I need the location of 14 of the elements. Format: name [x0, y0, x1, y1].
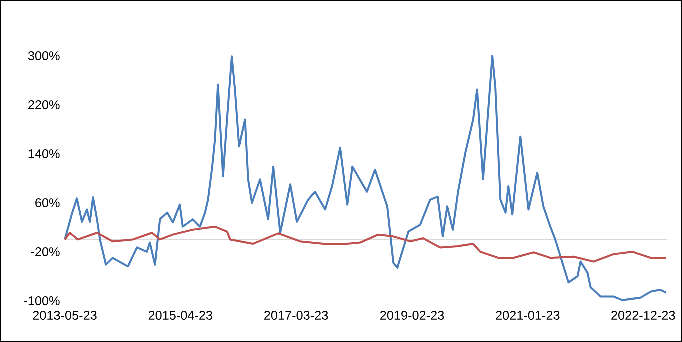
x-tick-label: 2015-04-23 — [148, 311, 212, 320]
x-tick-label: 2019-02-23 — [380, 311, 444, 320]
line-series — [64, 226, 668, 263]
y-tick-label: 60% — [36, 198, 60, 208]
y-tick-label: 300% — [28, 52, 60, 60]
x-tick-label: 2017-03-23 — [264, 311, 328, 320]
y-tick-label: 220% — [28, 100, 60, 110]
line-series — [64, 54, 668, 302]
y-tick-label: -100% — [24, 296, 60, 306]
x-tick-label: 2021-01-23 — [496, 311, 560, 320]
y-tick-label: 140% — [28, 150, 60, 158]
x-tick-label: 2022-12-23 — [612, 311, 676, 320]
y-tick-label: -20% — [31, 248, 60, 256]
x-tick-label: 2013-05-23 — [33, 311, 97, 320]
